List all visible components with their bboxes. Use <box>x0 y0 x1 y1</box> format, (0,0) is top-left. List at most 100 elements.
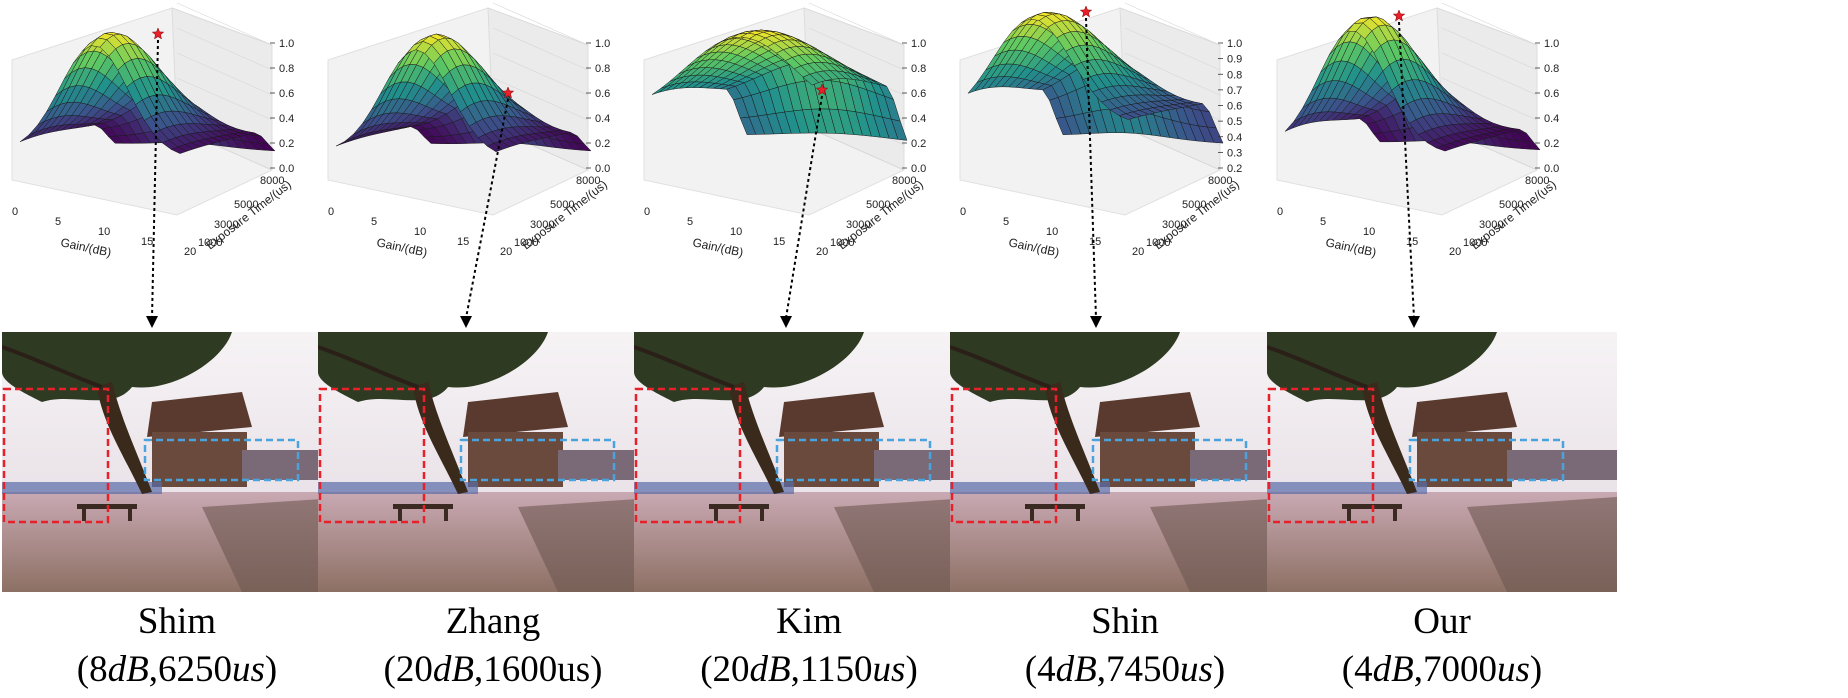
gain-unit: dB <box>1055 649 1097 690</box>
grid-line <box>1124 52 1221 96</box>
optimum-star-marker <box>1079 5 1093 18</box>
x-tick-label: 20 <box>1132 246 1144 258</box>
z-tick-label: 0.2 <box>595 138 610 150</box>
y-tick-label: 5000 <box>866 199 890 211</box>
y-tick-label: 1000 <box>514 237 538 249</box>
scene-photo <box>950 332 1300 592</box>
z-tick-label: 0.6 <box>279 88 294 100</box>
bench-leg <box>714 509 718 521</box>
x-axis-label: Gain/(dB) <box>59 235 112 259</box>
surface-plot-svg: 0.0 0.2 0.4 0.6 0.8 1.0 0 5 10 15 20 Gain/(dB) 1000 3… <box>11 2 294 328</box>
bench-leg <box>444 509 448 521</box>
x-tick-label: 20 <box>500 246 512 258</box>
x-tick-label: 10 <box>1046 226 1058 238</box>
fence <box>318 482 478 494</box>
tree-shadow <box>202 497 352 592</box>
grid-line <box>492 77 589 121</box>
highlight-box-blue <box>459 438 616 482</box>
fence <box>2 482 162 494</box>
surface-facet <box>1118 113 1136 120</box>
y-tick-label: 1000 <box>830 237 854 249</box>
tree-canopy <box>2 332 232 402</box>
scene-photo-svg <box>634 332 984 592</box>
scene-photo-svg <box>1267 332 1617 592</box>
tree-trunk <box>413 382 468 494</box>
y-tick-label: 1000 <box>1463 237 1487 249</box>
bench-leg <box>1347 509 1351 521</box>
bench-leg <box>398 509 402 521</box>
separator: , <box>1096 649 1106 690</box>
tree-trunk <box>97 382 152 494</box>
x-tick-label: 10 <box>98 226 110 238</box>
surface-facet <box>1435 145 1453 152</box>
y-tick-label: 3000 <box>846 219 870 231</box>
surface-plot-svg: 0.0 0.2 0.4 0.6 0.8 1.0 0 5 10 15 20 Gain/(dB) 1000 3… <box>643 2 926 328</box>
pointer-arrow-line <box>785 95 823 319</box>
highlight-box-red <box>1267 387 1375 524</box>
surface-plot: 0.0 0.2 0.4 0.6 0.8 1.0 0 5 10 15 20 Gain/(dB) 1000 3… <box>634 0 984 330</box>
panel-caption: Kim (20dB,1150us) <box>634 598 984 694</box>
setting-values: (4dB,7000us) <box>1267 646 1617 694</box>
x-tick-label: 0 <box>960 206 966 218</box>
y-tick-label: 1000 <box>1146 237 1170 249</box>
y-tick-label: 3000 <box>214 219 238 231</box>
exposure-value: 6250 <box>157 649 232 690</box>
gain-value: 4 <box>1354 649 1373 690</box>
grid-line <box>1441 52 1538 96</box>
paren-close: ) <box>264 649 278 690</box>
y-tick-label: 5000 <box>1499 199 1523 211</box>
tree-branch <box>950 345 1051 389</box>
grid-line <box>808 127 905 171</box>
separator: , <box>473 649 484 690</box>
exposure-value: 1150 <box>799 649 873 690</box>
gain-unit: dB <box>432 649 474 690</box>
x-tick-label: 5 <box>1320 216 1326 228</box>
panel-caption: Our (4dB,7000us) <box>1267 598 1617 694</box>
grid-line <box>1441 2 1538 46</box>
method-name: Kim <box>776 601 842 642</box>
scene-photo <box>634 332 984 592</box>
y-tick-label: 5000 <box>550 199 574 211</box>
z-tick-label: 0.3 <box>1227 147 1242 159</box>
tree-trunk <box>1045 382 1100 494</box>
tree-branch <box>634 345 735 389</box>
gain-value: 20 <box>395 649 433 690</box>
surface-plot-svg: 0.0 0.2 0.4 0.6 0.8 1.0 0 5 10 15 20 Gain/(dB) 1000 3… <box>1276 2 1559 328</box>
tree-shadow <box>1150 497 1300 592</box>
panel-zhang: 0.0 0.2 0.4 0.6 0.8 1.0 0 5 10 15 20 Gain/(dB) 1000 3… <box>318 0 668 698</box>
gain-value: 4 <box>1037 649 1056 690</box>
method-name: Zhang <box>445 601 541 642</box>
z-tick-label: 0.4 <box>911 113 926 125</box>
panel-kim: 0.0 0.2 0.4 0.6 0.8 1.0 0 5 10 15 20 Gain/(dB) 1000 3… <box>634 0 984 698</box>
x-tick-label: 20 <box>184 246 196 258</box>
bench-leg <box>128 509 132 521</box>
surface-mesh <box>651 29 908 141</box>
bench-leg <box>1076 509 1080 521</box>
x-tick-label: 5 <box>55 216 61 228</box>
panel-caption: Shim (8dB,6250us) <box>2 598 352 694</box>
surface-plot: 0.0 0.2 0.4 0.6 0.8 1.0 0 5 10 15 20 Gain/(dB) 1000 3… <box>318 0 668 330</box>
z-tick-label: 0.0 <box>911 163 926 175</box>
x-tick-label: 15 <box>141 236 153 248</box>
z-tick-label: 0.0 <box>595 163 610 175</box>
z-tick-label: 0.6 <box>595 88 610 100</box>
surface-mesh <box>1284 16 1541 152</box>
y-tick-label: 8000 <box>576 175 600 187</box>
z-tick-label: 0.2 <box>1227 163 1242 175</box>
fence <box>1267 482 1427 494</box>
grid-line <box>492 2 589 46</box>
surface-mesh <box>19 32 276 154</box>
grid-line <box>1441 27 1538 71</box>
y-tick-label: 5000 <box>1182 199 1206 211</box>
x-axis-label: Gain/(dB) <box>375 235 428 259</box>
pointer-arrow-line <box>465 98 509 319</box>
z-tick-label: 1.0 <box>1544 38 1559 50</box>
tree-canopy <box>634 332 864 402</box>
surface-facet <box>170 146 188 154</box>
building-roof <box>1095 392 1200 437</box>
fence <box>950 482 1110 494</box>
highlight-box-red <box>318 387 426 524</box>
paren-close: ) <box>1212 649 1226 690</box>
highlight-box-red <box>2 387 110 524</box>
paren-open: ( <box>1024 649 1038 690</box>
